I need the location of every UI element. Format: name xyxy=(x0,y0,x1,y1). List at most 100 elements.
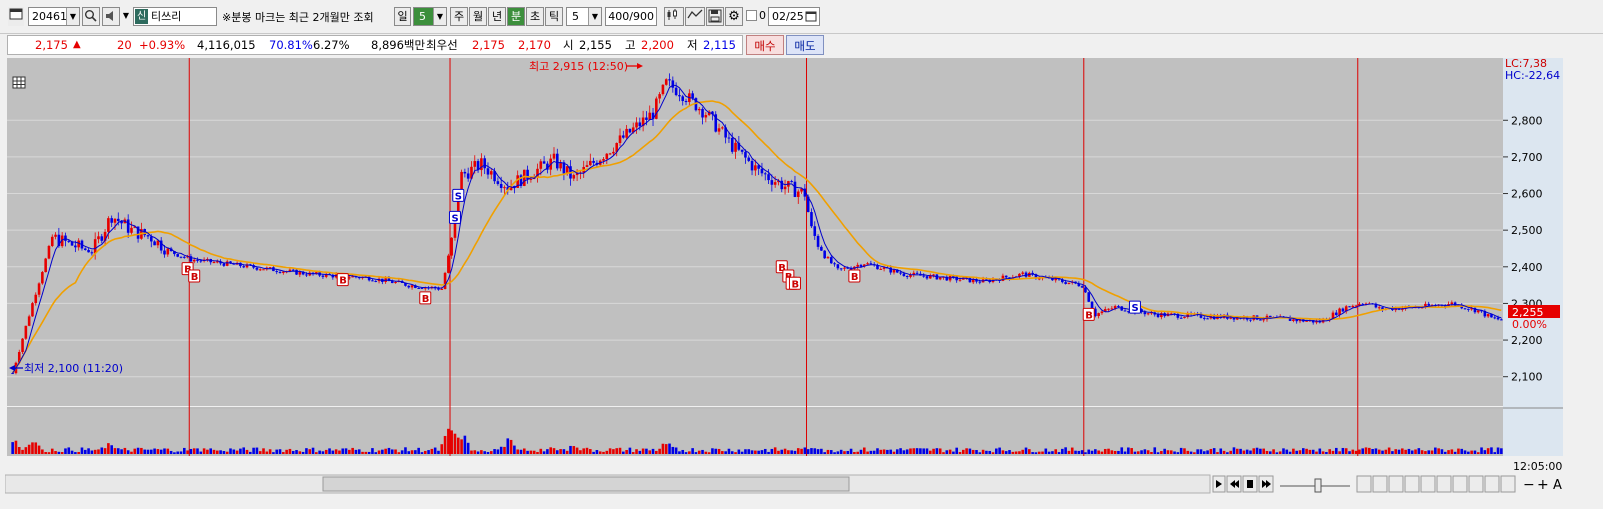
volume-bar xyxy=(661,443,665,454)
volume-bar xyxy=(770,448,774,454)
chart-option-button-1[interactable] xyxy=(1356,475,1372,493)
calendar-icon[interactable] xyxy=(805,10,817,22)
volume-bar xyxy=(37,445,41,454)
volume-bar xyxy=(565,450,569,454)
tab-year[interactable]: 년 xyxy=(488,7,506,26)
volume-bar xyxy=(50,448,54,454)
candle-body xyxy=(255,267,259,270)
sell-mark xyxy=(452,188,465,202)
candle-body xyxy=(1087,292,1091,302)
tab-day[interactable]: 일 xyxy=(394,7,411,26)
volume-bar xyxy=(1265,450,1269,454)
line-tool-button[interactable] xyxy=(685,7,705,26)
date-field[interactable]: 02/25 xyxy=(768,7,820,26)
chevron-down-icon[interactable]: ▼ xyxy=(588,8,601,25)
zoom-in-button[interactable]: + xyxy=(1537,477,1549,493)
volume-bar xyxy=(1288,451,1292,454)
zoom-slider-handle[interactable] xyxy=(1314,478,1322,493)
candle-body xyxy=(258,269,262,271)
speaker-icon xyxy=(106,11,113,21)
volume-bar xyxy=(1212,448,1216,454)
chart-option-button-7[interactable] xyxy=(1452,475,1468,493)
volume-bar xyxy=(163,448,166,454)
chevron-down-icon[interactable]: ▼ xyxy=(66,8,79,25)
candlestick-chart[interactable]: BBBBBBBBBBSSS 2,1002,2002,3002,4002,5002… xyxy=(4,56,1603,499)
candle-body xyxy=(1067,282,1071,284)
buy-mark xyxy=(1082,307,1095,321)
indicator-button[interactable] xyxy=(664,7,684,26)
settings-button[interactable]: ⚙ xyxy=(725,7,743,26)
volume-bar xyxy=(816,449,820,454)
speaker-button[interactable] xyxy=(102,7,120,26)
chart-option-button-6[interactable] xyxy=(1436,475,1452,493)
candle-body xyxy=(268,267,272,269)
option-checkbox[interactable] xyxy=(746,10,757,21)
volume-bar xyxy=(1298,450,1302,454)
candle-body xyxy=(859,264,863,267)
speaker-dropdown[interactable]: ▼ xyxy=(122,11,130,20)
volume-bar xyxy=(892,451,896,454)
tab-second[interactable]: 초 xyxy=(526,7,544,26)
stock-name-field[interactable]: 신 티쓰리 xyxy=(133,7,217,26)
chart-option-button-2[interactable] xyxy=(1372,475,1388,493)
volume-bar xyxy=(93,449,97,454)
horizontal-scrollbar[interactable] xyxy=(4,474,1211,494)
interval-combo[interactable]: 5 ▼ xyxy=(566,7,602,26)
chart-option-button-3[interactable] xyxy=(1388,475,1404,493)
candle-body xyxy=(777,180,780,183)
stock-code-combo[interactable]: 204610 ▼ xyxy=(28,7,80,26)
volume-bar xyxy=(41,449,44,454)
save-button[interactable] xyxy=(706,7,724,26)
volume-bar xyxy=(1285,449,1289,454)
auto-scale-button[interactable]: A xyxy=(1553,478,1562,493)
table-icon[interactable] xyxy=(12,76,26,89)
volume-bar xyxy=(159,449,163,454)
candle-body xyxy=(899,272,902,274)
volume-bar xyxy=(529,450,533,454)
window-icon[interactable] xyxy=(8,7,24,26)
volume-bar xyxy=(658,448,661,454)
candle-body xyxy=(922,275,925,277)
candle-body xyxy=(714,114,718,132)
tab-month[interactable]: 월 xyxy=(469,7,487,26)
best-label: 최우선 xyxy=(426,38,458,52)
volume-bar xyxy=(404,447,407,454)
count-field[interactable]: 400/900 xyxy=(605,7,657,26)
tab-minute[interactable]: 분 xyxy=(507,7,525,26)
volume-bar xyxy=(1153,447,1157,454)
chart-option-button-5[interactable] xyxy=(1420,475,1436,493)
volume-bar xyxy=(120,449,123,454)
buy-button[interactable]: 매수 xyxy=(746,35,784,55)
chart-option-button-9[interactable] xyxy=(1484,475,1500,493)
day-count-combo[interactable]: 5 ▼ xyxy=(413,7,447,26)
sell-button[interactable]: 매도 xyxy=(786,35,824,55)
candle-body xyxy=(757,165,760,169)
candle-body xyxy=(83,248,87,250)
candle-body xyxy=(793,181,797,197)
chart-option-button-10[interactable] xyxy=(1500,475,1516,493)
volume-bar xyxy=(1305,448,1308,454)
volume-bar xyxy=(1262,448,1265,454)
scroll-thumb[interactable] xyxy=(322,476,850,492)
volume-bar xyxy=(1140,450,1143,454)
chart-option-button-4[interactable] xyxy=(1404,475,1420,493)
zoom-out-button[interactable]: − xyxy=(1523,477,1535,493)
candle-body xyxy=(1249,319,1252,321)
chart-option-button-8[interactable] xyxy=(1468,475,1484,493)
volume-ratio: 70.81% xyxy=(269,38,313,52)
volume-bar xyxy=(1417,448,1421,454)
volume-bar xyxy=(44,452,47,454)
candle-body xyxy=(618,135,622,144)
tab-week[interactable]: 주 xyxy=(450,7,468,26)
candle-body xyxy=(1054,278,1058,281)
candle-body xyxy=(724,127,727,138)
volume-bar xyxy=(935,448,939,454)
tab-tick[interactable]: 틱 xyxy=(545,7,563,26)
volume-bar xyxy=(1348,451,1351,454)
candle-body xyxy=(453,215,457,238)
volume-bar xyxy=(674,447,678,454)
arrow-left-icon xyxy=(9,365,15,371)
candle-body xyxy=(526,169,529,180)
chevron-down-icon[interactable]: ▼ xyxy=(433,8,446,25)
search-button[interactable] xyxy=(82,7,100,26)
